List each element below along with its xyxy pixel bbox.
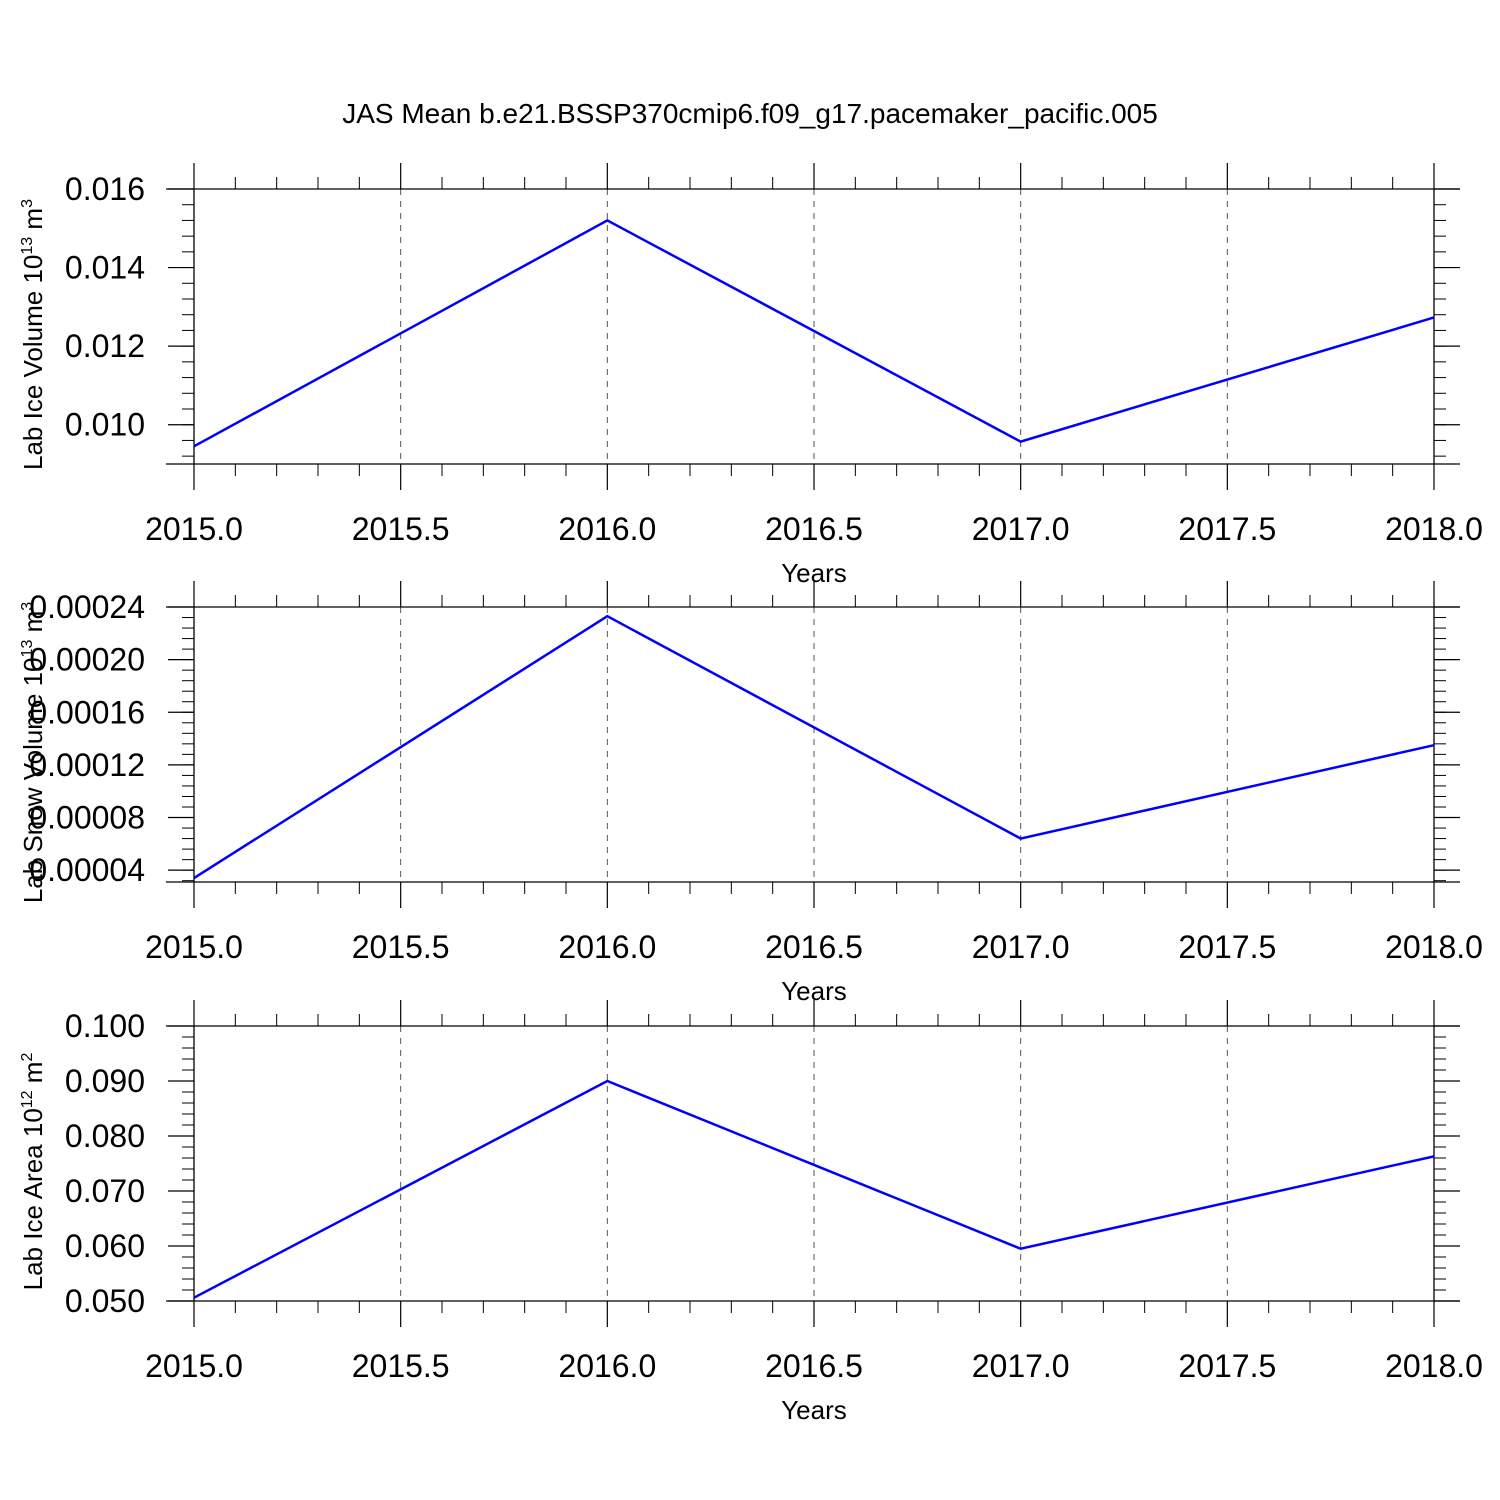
x-tick-label: 2015.0 <box>145 511 243 547</box>
y-tick-label: 0.016 <box>65 171 145 207</box>
x-tick-label: 2017.5 <box>1178 1348 1276 1384</box>
y-tick-label: 0.060 <box>65 1228 145 1264</box>
x-tick-label: 2015.0 <box>145 929 243 965</box>
y-tick-label: 0.012 <box>65 328 145 364</box>
series-line <box>193 219 1435 448</box>
x-tick-label: 2018.0 <box>1385 511 1483 547</box>
panel-3: 0.050 0.060 0.070 0.080 0.090 0.100 2015.0 2015… <box>18 1000 1483 1425</box>
y-axis-title-superscript: 13 <box>19 640 36 658</box>
x-tick-label: 2017.0 <box>972 929 1070 965</box>
x-tick-label: 2017.0 <box>972 511 1070 547</box>
y-tick-label: 0.00004 <box>29 852 145 888</box>
series-line <box>193 614 1435 880</box>
x-tick-label: 2018.0 <box>1385 1348 1483 1384</box>
x-tick-label: 2016.5 <box>765 1348 863 1384</box>
y-axis-title-superscript: 13 <box>19 237 36 255</box>
y-axis-title-superscript: 3 <box>19 602 36 611</box>
y-axis-title-text: Lab Ice Area 10 <box>18 1108 48 1290</box>
panel-1: 0.010 0.012 0.014 0.016 2015.0 2015.5 2016.0 20… <box>18 163 1483 588</box>
y-tick-label: 0.080 <box>65 1118 145 1154</box>
x-tick-label: 2015.0 <box>145 1348 243 1384</box>
x-tick-label: 2016.0 <box>558 929 656 965</box>
x-tick-label: 2016.5 <box>765 511 863 547</box>
y-tick-label: 0.100 <box>65 1008 145 1044</box>
y-tick-label: 0.010 <box>65 407 145 443</box>
y-axis-title-text: m <box>18 208 48 237</box>
y-tick-label: 0.00008 <box>29 800 145 836</box>
x-tick-label: 2017.5 <box>1178 511 1276 547</box>
x-tick-label: 2017.0 <box>972 1348 1070 1384</box>
y-axis-title: Lab Ice Volume 1013 m3 <box>18 199 48 470</box>
x-tick-label: 2016.0 <box>558 511 656 547</box>
x-tick-label: 2017.5 <box>1178 929 1276 965</box>
y-tick-label: 0.00024 <box>29 589 145 625</box>
y-tick-label: 0.014 <box>65 250 145 286</box>
y-axis-title-superscript: 12 <box>19 1090 36 1108</box>
y-tick-label: 0.00016 <box>29 694 145 730</box>
y-axis-title-text: m <box>18 1062 48 1091</box>
x-tick-label: 2015.5 <box>352 511 450 547</box>
x-tick-label: 2016.0 <box>558 1348 656 1384</box>
y-tick-label: 0.070 <box>65 1173 145 1209</box>
y-axis-title-text: m <box>18 611 48 640</box>
y-axis-title: Lab Snow Volume 1013 m3 <box>18 602 48 903</box>
panel-2: 0.00004 0.00008 0.00012 0.00016 0.00020 0.000… <box>18 581 1483 1006</box>
y-tick-label: 0.00012 <box>29 747 145 783</box>
y-tick-label: 0.050 <box>65 1283 145 1319</box>
y-tick-label: 0.00020 <box>29 642 145 678</box>
y-axis-title-text: Lab Snow Volume 10 <box>18 657 48 903</box>
x-tick-label: 2015.5 <box>352 929 450 965</box>
y-axis-title-superscript: 2 <box>19 1053 36 1062</box>
y-axis-title-text: Lab Ice Volume 10 <box>18 255 48 470</box>
series-line <box>193 1079 1435 1299</box>
chart-title: JAS Mean b.e21.BSSP370cmip6.f09_g17.pace… <box>342 98 1158 129</box>
x-axis-title: Years <box>781 1395 847 1425</box>
x-tick-label: 2015.5 <box>352 1348 450 1384</box>
x-tick-label: 2016.5 <box>765 929 863 965</box>
y-axis-title: Lab Ice Area 1012 m2 <box>18 1053 48 1291</box>
y-axis-title-superscript: 3 <box>19 199 36 208</box>
x-tick-label: 2018.0 <box>1385 929 1483 965</box>
y-tick-label: 0.090 <box>65 1063 145 1099</box>
